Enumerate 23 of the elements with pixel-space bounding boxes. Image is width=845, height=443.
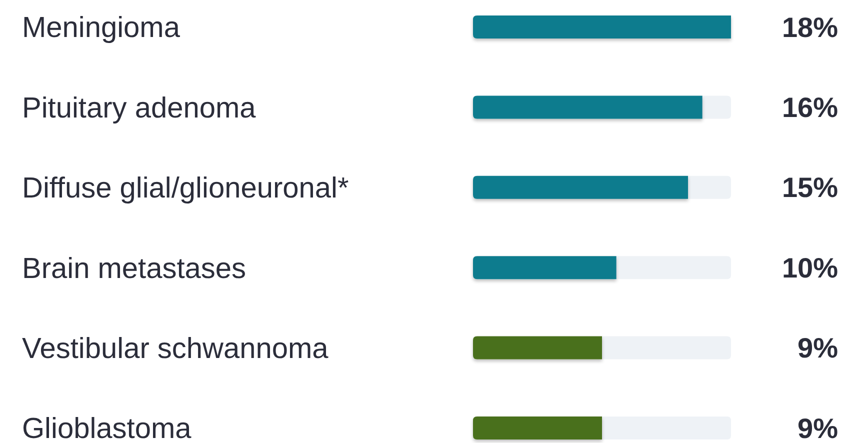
y-tick-label: Brain metastases [22, 252, 246, 285]
data-label: 10% [782, 252, 838, 284]
bar [473, 416, 602, 440]
data-label: 15% [782, 172, 838, 204]
bar [702, 96, 731, 119]
bar [602, 336, 731, 360]
bar [473, 176, 688, 199]
bar [688, 176, 731, 199]
bar [473, 96, 702, 119]
bar [473, 336, 602, 360]
bar [616, 256, 731, 280]
data-label: 9% [798, 332, 838, 364]
y-tick-label: Diffuse glial/glioneuronal* [22, 172, 349, 205]
y-tick-label: Meningioma [22, 12, 181, 44]
bar [473, 16, 731, 38]
bar [473, 256, 616, 280]
data-label: 18% [782, 12, 838, 43]
data-label: 9% [798, 412, 838, 443]
bar [602, 416, 731, 440]
y-tick-label: Pituitary adenoma [22, 92, 257, 124]
y-tick-label: Glioblastoma [22, 413, 192, 443]
y-tick-label: Vestibular schwannoma [22, 332, 330, 365]
data-label: 16% [782, 92, 838, 123]
